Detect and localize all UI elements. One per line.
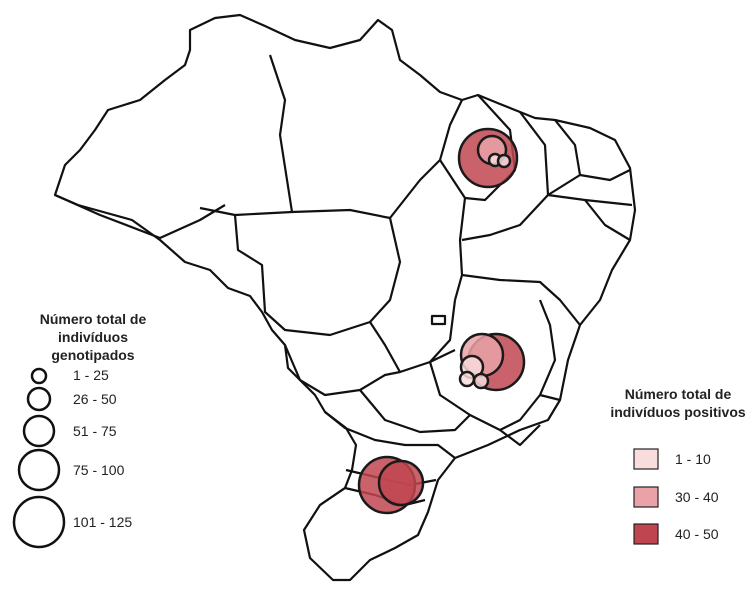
border-am-ro [199, 206, 391, 220]
color-legend-label-1: 1 - 10 [675, 451, 711, 467]
border-am-ac [54, 193, 226, 240]
border-sp [359, 389, 471, 434]
color-legend-title: Número total de indivíduos positivos [606, 385, 750, 421]
border-pb [579, 169, 631, 182]
border-am-pa [268, 54, 294, 213]
marker-south-right [377, 459, 425, 507]
border-al [584, 199, 631, 241]
size-legend-title: Número total de indivíduos genotipados [18, 310, 168, 364]
color-swatch-3 [633, 523, 659, 545]
size-legend-label-5: 101 - 125 [73, 514, 133, 530]
border-pi-ce [461, 111, 550, 242]
border-ce-rn [547, 119, 582, 196]
size-legend-circle-4 [17, 448, 61, 492]
federal-district [430, 314, 447, 326]
marker-southeast-small-a [458, 370, 476, 388]
border-mt [233, 214, 402, 337]
border-ba [461, 273, 581, 326]
size-legend-label-3: 51 - 75 [73, 423, 117, 439]
state-borders [53, 13, 637, 582]
size-legend-circle-5 [12, 495, 66, 549]
size-legend-circles [12, 367, 66, 549]
border-rj-es [499, 393, 561, 447]
border-pr [324, 411, 456, 459]
border-ms [283, 344, 401, 397]
color-legend-title-line2: indivíduos positivos [610, 404, 746, 420]
size-legend-title-line1: Número total de [39, 311, 147, 327]
color-legend-swatches [633, 448, 659, 545]
size-legend-label-4: 75 - 100 [73, 462, 125, 478]
color-swatch-2 [633, 486, 659, 508]
marker-layer [357, 127, 526, 515]
color-legend-label-2: 30 - 40 [675, 489, 719, 505]
size-legend-circle-1 [30, 367, 48, 385]
color-swatch-1 [633, 448, 659, 470]
marker-southeast-small-b [472, 372, 490, 390]
color-legend-title-line1: Número total de [624, 386, 732, 402]
size-legend-label-2: 26 - 50 [73, 391, 117, 407]
border-to [439, 159, 467, 301]
size-legend-label-1: 1 - 25 [73, 367, 109, 383]
color-legend-label-3: 40 - 50 [675, 526, 719, 542]
marker-northeast-small-b [496, 153, 512, 169]
size-legend-circle-2 [26, 386, 52, 412]
brazil-outline [53, 13, 637, 582]
size-legend-title-line2: indivíduos genotipados [51, 329, 135, 363]
size-legend-circle-3 [22, 414, 56, 448]
